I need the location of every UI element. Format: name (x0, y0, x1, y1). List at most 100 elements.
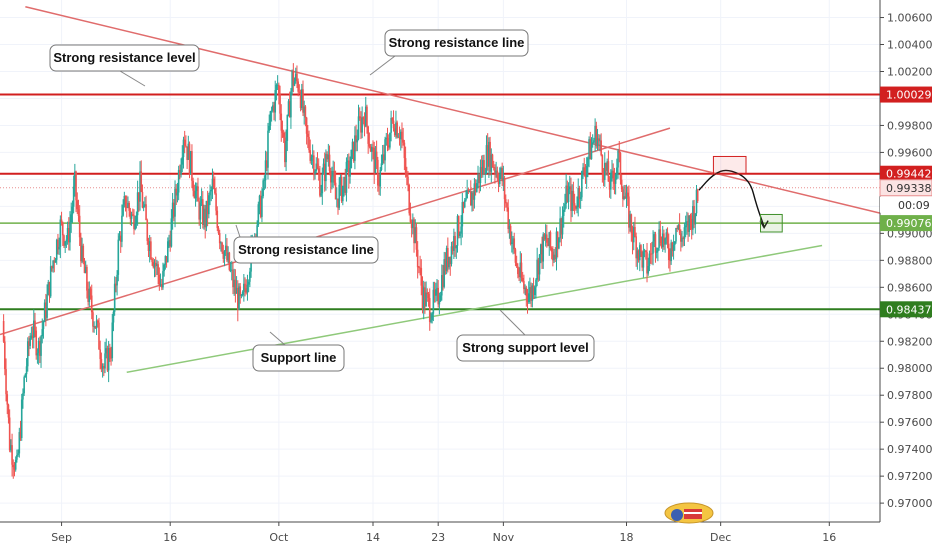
candle-body (652, 241, 654, 254)
candle-body (568, 186, 571, 190)
callout-text: Support line (261, 350, 337, 365)
candle-body (396, 122, 398, 138)
candle-body (669, 259, 671, 262)
x-tick-label: 18 (620, 531, 634, 544)
candle-body (206, 200, 209, 215)
candle-body (605, 162, 607, 171)
candle-body (325, 154, 327, 182)
candle-body (88, 288, 91, 302)
candle-body (624, 196, 627, 199)
candle-body (660, 243, 663, 248)
candle-body (456, 216, 459, 246)
candle-body (503, 177, 506, 200)
candle-body (134, 223, 136, 230)
candle-body (439, 295, 442, 302)
candle-body (367, 126, 369, 144)
callout-strong-resistance-line-mid[interactable]: Strong resistance line (233, 224, 379, 264)
candle-body (409, 213, 412, 222)
candle-body (240, 295, 243, 296)
candle-body (343, 176, 345, 186)
candle-body (490, 154, 493, 172)
candle-body (683, 227, 686, 240)
candle-body (95, 320, 98, 329)
candle-body (373, 147, 376, 174)
x-tick-label: 16 (822, 531, 836, 544)
y-tick-label: 1.00400 (887, 39, 932, 52)
candle-body (391, 117, 394, 121)
candle-body (398, 136, 401, 140)
candle-body (606, 161, 608, 171)
candle-body (338, 184, 341, 208)
candle-body (322, 163, 325, 174)
candle-body (670, 242, 672, 262)
candle-body (106, 348, 109, 371)
y-tick-label: 1.00200 (887, 65, 932, 78)
candle-body (558, 238, 560, 249)
candle-body (60, 219, 63, 223)
strong-resistance-line-upper (25, 6, 881, 214)
candle-body (209, 191, 211, 196)
candle-body (157, 264, 159, 275)
candle-body (187, 143, 190, 160)
candle-body (682, 237, 685, 240)
candle-body (497, 178, 500, 185)
candle-body (539, 244, 542, 255)
candle-body (684, 225, 687, 228)
candle-body (620, 179, 623, 190)
candle-body (415, 227, 418, 250)
candle-body (274, 90, 277, 113)
callout-strong-support-level[interactable]: Strong support level (456, 309, 595, 362)
candle-body (500, 168, 502, 175)
candle-body (53, 260, 56, 263)
candle-body (389, 132, 391, 148)
candle-body (479, 167, 482, 184)
callout-text: Strong resistance line (389, 35, 525, 50)
candle-body (450, 246, 453, 264)
level-badge-text: 0.98437 (886, 303, 932, 316)
candle-body (424, 287, 426, 307)
candle-body (548, 232, 551, 247)
candle-body (99, 349, 101, 360)
candle-body (438, 301, 441, 305)
timer-badge (880, 196, 932, 213)
candle-body (363, 119, 366, 127)
candle-body (243, 283, 245, 292)
callout-strong-resistance-level[interactable]: Strong resistance level (49, 44, 200, 87)
candle-body (366, 106, 368, 127)
support-line (126, 244, 823, 374)
candle-body (230, 269, 233, 271)
candle-body (437, 287, 439, 305)
candle-body (214, 188, 216, 194)
candle-body (275, 84, 278, 91)
y-tick-label: 0.98800 (887, 254, 932, 267)
candle-body (131, 214, 134, 216)
price-axis[interactable]: 1.006001.004001.002001.000000.998000.996… (879, 0, 932, 522)
candle-body (634, 226, 636, 237)
candle-body (245, 288, 248, 293)
time-axis[interactable]: Sep 16 Oct 14 23 Nov 18 Dec 16 (0, 521, 932, 550)
x-tick-label: 14 (366, 531, 380, 544)
candle-body (234, 279, 237, 294)
callout-strong-resistance-line-top[interactable]: Strong resistance line (369, 29, 529, 76)
candle-body (292, 70, 295, 86)
y-tick-label: 0.97000 (887, 497, 932, 510)
candle-body (221, 242, 223, 252)
candle-body (54, 259, 57, 263)
candle-body (401, 131, 403, 140)
candle-body (393, 128, 396, 136)
callout-support-line[interactable]: Support line (252, 331, 345, 372)
candle-body (680, 233, 682, 242)
candle-body (555, 231, 558, 260)
candle-body (92, 312, 94, 327)
candle-body (300, 89, 303, 109)
candle-body (321, 173, 324, 194)
candle-body (524, 287, 526, 290)
candle-body (348, 160, 350, 177)
candle-body (364, 106, 367, 127)
candle-body (179, 169, 181, 175)
candle-body (100, 359, 103, 369)
callout-text: Strong resistance line (238, 242, 374, 257)
candle-body (591, 142, 594, 145)
candle-body (220, 242, 222, 244)
